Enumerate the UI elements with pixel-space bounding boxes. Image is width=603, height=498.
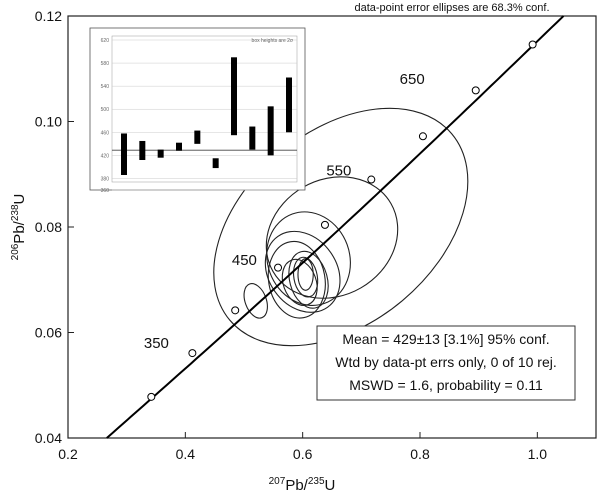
age-marker-7 <box>418 132 427 141</box>
age-marker-8 <box>471 86 480 95</box>
y-tick-label-2: 0.08 <box>35 219 62 235</box>
error-ellipse-6 <box>288 250 329 309</box>
error-ellipse-7 <box>281 258 318 306</box>
age-marker-4 <box>274 263 283 272</box>
x-axis-label-base2: U <box>325 477 336 494</box>
age-label-650: 650 <box>400 71 425 88</box>
inset-age-box-6 <box>212 158 219 169</box>
inset-age-box-5 <box>194 130 201 144</box>
x-tick-label-3: 0.8 <box>410 446 430 462</box>
y-axis-label-pre: 206 <box>10 243 21 260</box>
axis-ticks: 0.2 0.4 0.6 0.8 1.0 0.04 0.06 0.08 0.10 0.12 <box>35 8 548 462</box>
age-label-550: 550 <box>326 162 351 179</box>
y-axis-label-sup2: 238 <box>10 204 21 221</box>
age-label-350: 350 <box>144 335 169 352</box>
age-marker-6 <box>367 175 376 184</box>
inset-tick-label-7: 620 <box>101 38 110 44</box>
inset-tick-label-4: 500 <box>101 107 110 113</box>
inset-tick-label-3: 460 <box>101 130 110 136</box>
x-tick-label-2: 0.6 <box>293 446 313 462</box>
inset-age-box-1 <box>121 133 127 175</box>
x-axis-label-base1: Pb/ <box>285 477 308 494</box>
x-axis-label-sup2: 235 <box>308 476 325 487</box>
error-ellipse-3 <box>266 211 351 306</box>
x-tick-label-0: 0.2 <box>58 446 78 462</box>
inset-tick-label-2: 420 <box>101 153 110 159</box>
error-ellipse-5 <box>267 240 326 319</box>
inset-title: box heights are 2σ <box>252 38 294 44</box>
inset-tick-label-1: 380 <box>101 176 110 182</box>
stats-line-1: Mean = 429±13 [3.1%] 95% conf. <box>342 331 549 347</box>
inset-age-box-8 <box>249 126 256 150</box>
y-tick-label-0: 0.04 <box>35 430 62 446</box>
inset-age-box-7 <box>231 57 237 136</box>
x-axis-label-pre: 207 <box>269 476 286 487</box>
age-marker-2 <box>188 349 197 358</box>
x-tick-label-1: 0.4 <box>176 446 196 462</box>
inset-age-box-2 <box>139 140 146 160</box>
age-marker-5 <box>320 220 329 229</box>
y-axis-label-base1: Pb/ <box>11 220 28 243</box>
error-ellipse-8 <box>292 256 319 298</box>
stats-line-3: MSWD = 1.6, probability = 0.11 <box>349 377 543 393</box>
age-marker-9 <box>528 40 537 49</box>
age-label-450: 450 <box>232 252 257 269</box>
age-marker-3 <box>231 306 240 315</box>
x-tick-label-4: 1.0 <box>528 446 548 462</box>
y-tick-label-4: 0.12 <box>35 8 62 24</box>
y-tick-label-1: 0.06 <box>35 325 62 341</box>
x-axis-label: 207Pb/235U <box>269 476 336 494</box>
inset-age-plot: 360 380 420 460 500 540 580 620 box heights are … <box>89 27 306 194</box>
error-ellipse-9 <box>297 258 314 291</box>
inset-age-box-4 <box>176 142 182 151</box>
inset-tick-label-6: 580 <box>101 61 110 67</box>
concordia-curve-group: 350 450 550 650 <box>106 15 565 439</box>
inset-age-box-10 <box>286 77 292 133</box>
concordia-curve <box>106 15 565 439</box>
y-axis-label-base2: U <box>11 194 28 205</box>
inset-tick-label-0: 360 <box>101 188 110 194</box>
stats-line-2: Wtd by data-pt errs only, 0 of 10 rej. <box>335 354 557 370</box>
inset-tick-label-5: 540 <box>101 84 110 90</box>
y-axis-label: 206Pb/238U <box>10 194 28 261</box>
inset-age-box-9 <box>267 106 274 156</box>
stats-box-frame <box>316 325 576 401</box>
confidence-note: data-point error ellipses are 68.3% conf… <box>354 2 549 14</box>
stats-box: Mean = 429±13 [3.1%] 95% conf. Wtd by dat… <box>316 325 576 401</box>
y-tick-label-3: 0.10 <box>35 114 62 130</box>
error-ellipse-4 <box>264 230 341 313</box>
inset-age-box-3 <box>157 149 164 158</box>
age-marker-1 <box>147 392 156 401</box>
